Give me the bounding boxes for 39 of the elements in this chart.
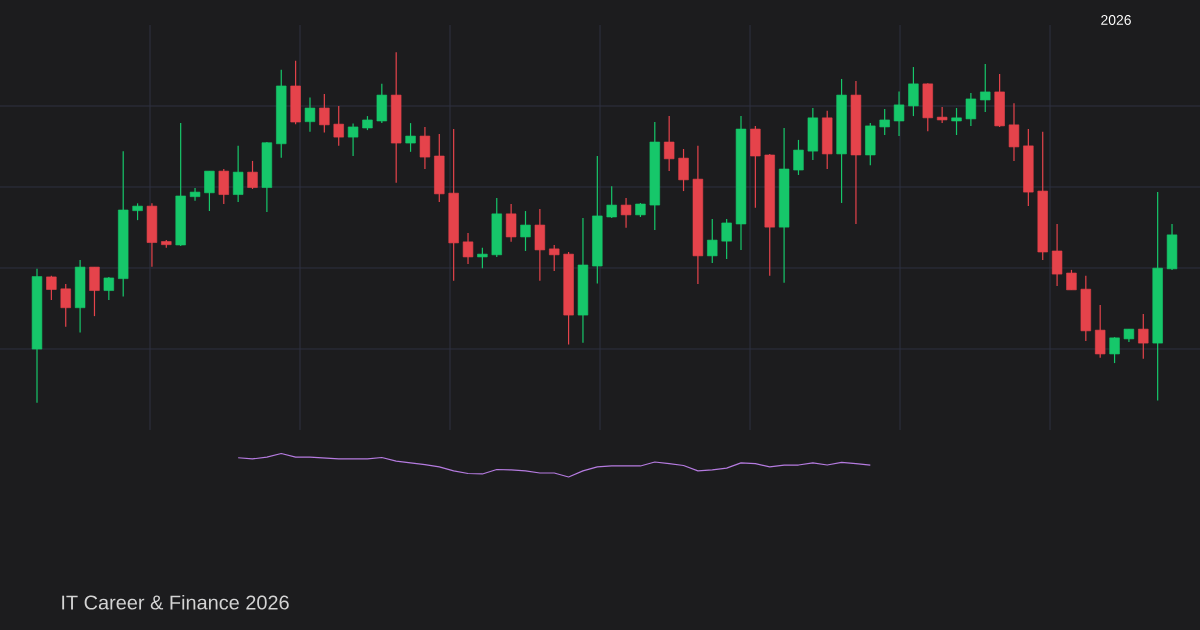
candlestick xyxy=(247,160,258,190)
candlestick xyxy=(908,66,919,117)
text: IT Career & Finance 2026 xyxy=(62,594,289,610)
candlestick xyxy=(204,170,215,212)
candlestick xyxy=(1008,102,1020,162)
candlestick xyxy=(405,122,416,153)
candlestick xyxy=(46,275,57,301)
candlestick xyxy=(462,232,474,265)
candlestick xyxy=(1095,304,1106,359)
candlestick xyxy=(879,108,890,136)
candlestick xyxy=(89,266,100,317)
candlestick xyxy=(60,283,71,328)
text: 2026 xyxy=(1101,15,1131,25)
candlestick xyxy=(965,92,977,127)
candlestick xyxy=(1066,269,1077,291)
candlestick xyxy=(1051,223,1063,287)
candlestick xyxy=(1138,313,1149,360)
candlestick xyxy=(520,210,531,252)
candlestick xyxy=(333,105,344,147)
candlestick xyxy=(232,145,244,203)
candlestick xyxy=(678,148,689,192)
candlestick xyxy=(951,107,962,136)
candlestick xyxy=(419,126,431,170)
candlestick xyxy=(606,185,617,219)
candlestick xyxy=(793,139,804,176)
candlestick xyxy=(1109,336,1120,364)
candlestick xyxy=(477,247,488,269)
candlestick xyxy=(505,203,517,243)
candlestick xyxy=(620,197,632,229)
candlestick xyxy=(663,115,675,172)
candlestick xyxy=(893,90,905,137)
candlestick xyxy=(347,122,359,157)
candlestick xyxy=(319,93,330,134)
candlestick xyxy=(549,244,560,272)
candlestick xyxy=(707,218,718,264)
candlestick xyxy=(218,168,229,205)
candlestick xyxy=(304,96,316,133)
candlestick xyxy=(980,63,991,113)
candlestick xyxy=(721,218,732,260)
